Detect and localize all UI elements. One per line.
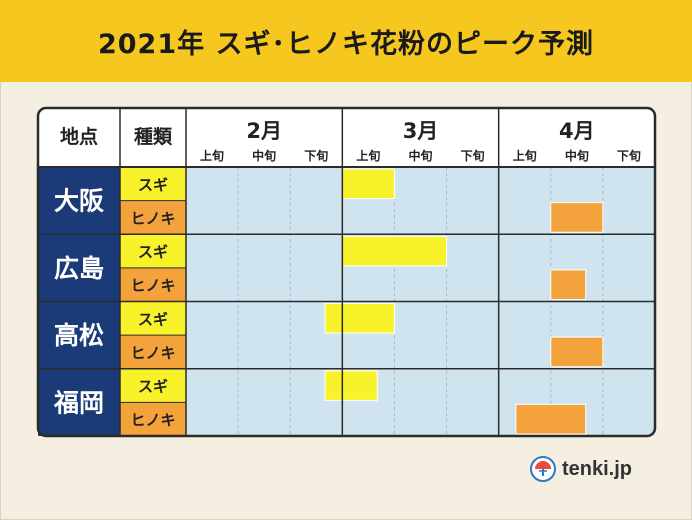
location-label: 広島 <box>54 254 104 283</box>
location-cell <box>38 368 120 436</box>
period-label: 下旬 <box>304 148 328 163</box>
period-label: 上旬 <box>200 148 224 163</box>
month-label: 3月 <box>403 119 439 143</box>
peak-bar <box>550 336 604 368</box>
header-type: 種類 <box>134 126 173 148</box>
peak-bar <box>341 235 448 267</box>
type-label: スギ <box>138 176 168 194</box>
location-label: 高松 <box>54 321 104 350</box>
period-label: 中旬 <box>565 148 589 163</box>
type-cell <box>120 368 186 403</box>
header-location: 地点 <box>60 125 98 148</box>
type-label: ヒノキ <box>130 209 175 227</box>
location-label: 福岡 <box>53 388 104 417</box>
peak-bar <box>324 303 395 334</box>
type-cell <box>120 267 186 302</box>
peak-bar <box>341 168 395 200</box>
type-cell <box>120 167 186 201</box>
peak-bar <box>324 370 378 401</box>
peak-bar <box>515 403 587 435</box>
type-cell <box>120 301 186 336</box>
period-label: 上旬 <box>356 148 380 163</box>
type-cell <box>120 335 186 369</box>
brand-logo: tenki.jp <box>530 456 632 482</box>
period-label: 下旬 <box>461 148 485 163</box>
location-cell <box>38 234 120 302</box>
location-label: 大阪 <box>54 187 104 216</box>
chart-title: 2021年 スギ･ヒノキ花粉のピーク予測 <box>97 28 595 60</box>
type-label: スギ <box>138 243 168 261</box>
month-label: 2月 <box>246 119 282 143</box>
type-cell <box>120 402 186 436</box>
location-cell <box>38 301 120 369</box>
period-label: 下旬 <box>617 148 641 163</box>
table-border <box>36 106 657 438</box>
title-bar: 2021年 スギ･ヒノキ花粉のピーク予測 <box>0 0 692 82</box>
type-label: スギ <box>138 378 168 396</box>
type-label: ヒノキ <box>130 411 175 429</box>
period-label: 上旬 <box>513 148 537 163</box>
peak-bar <box>550 202 604 233</box>
month-label: 4月 <box>559 119 595 143</box>
type-cell <box>120 200 186 235</box>
umbrella-icon <box>530 456 556 482</box>
brand-name: tenki.jp <box>562 457 633 480</box>
period-label: 中旬 <box>252 148 276 163</box>
type-label: ヒノキ <box>130 277 175 295</box>
type-label: スギ <box>138 310 168 328</box>
type-label: ヒノキ <box>130 344 175 362</box>
location-cell <box>38 167 120 235</box>
period-label: 中旬 <box>408 148 432 163</box>
peak-bar <box>550 269 587 300</box>
type-cell <box>120 234 186 268</box>
